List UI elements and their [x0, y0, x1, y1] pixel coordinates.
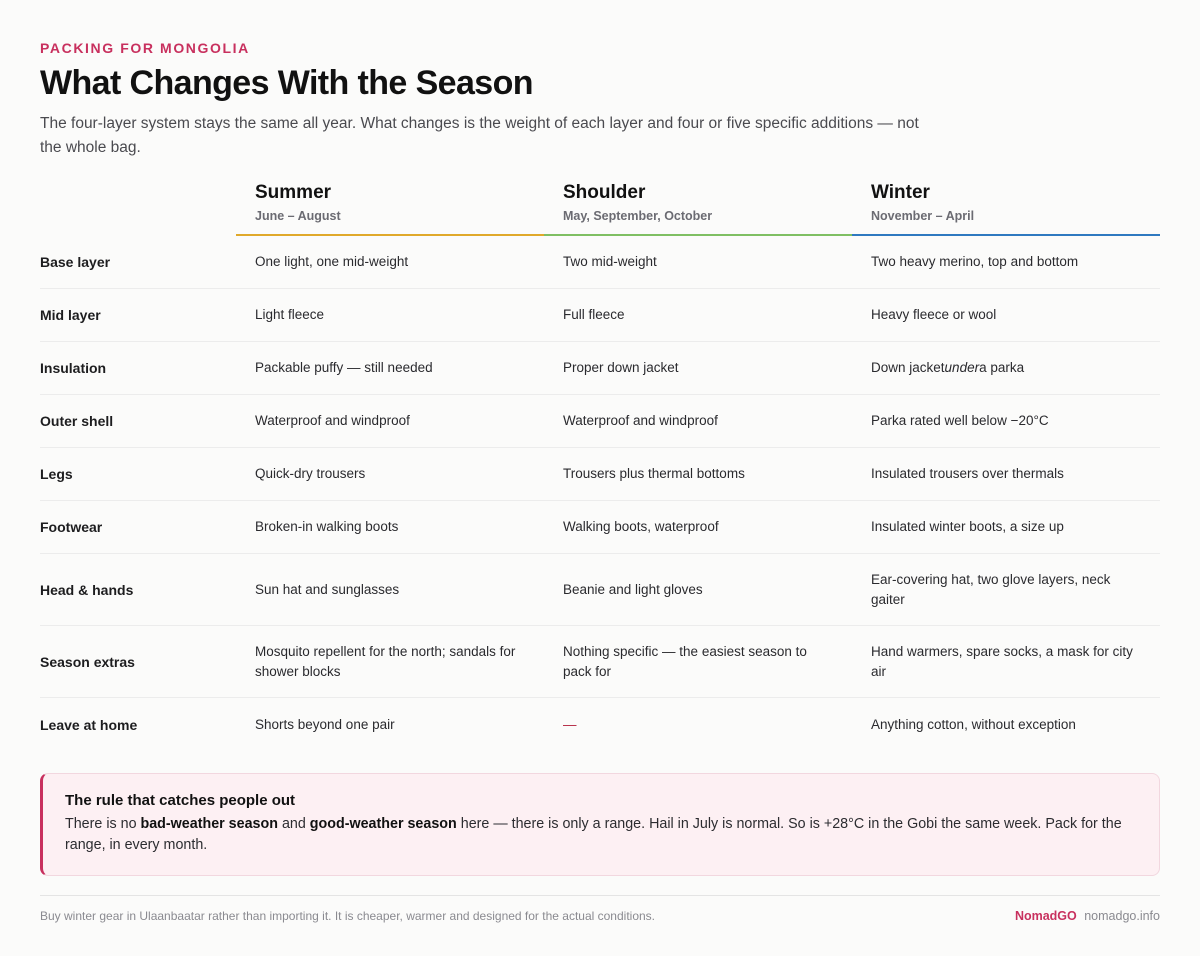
row-label: Outer shell [40, 413, 114, 429]
cell-winter: Anything cotton, without exception [871, 716, 1076, 732]
cell-summer: Packable puffy — still needed [255, 360, 433, 375]
table-row-legs: Legs Quick-dry trousers Trousers plus th… [40, 448, 1160, 501]
callout-bold-bad-weather: bad-weather season [140, 816, 278, 832]
callout-title: The rule that catches people out [65, 792, 296, 809]
table-row-head-hands: Head & hands Sun hat and sunglasses Bean… [40, 554, 1160, 626]
header-spacer [40, 176, 236, 236]
row-label: Footwear [40, 519, 103, 535]
cell-shoulder: Proper down jacket [563, 360, 679, 375]
page-title: What Changes With the Season [40, 64, 534, 102]
callout-text-part: and [277, 816, 310, 832]
cell-summer: Quick-dry trousers [255, 466, 366, 481]
cell-text: a parka [979, 360, 1025, 375]
cell-winter: Two heavy merino, top and bottom [871, 254, 1079, 269]
cell-shoulder: Nothing specific — the easiest season to… [563, 643, 807, 679]
cell-summer: Sun hat and sunglasses [255, 581, 400, 597]
cell-winter: Hand warmers, spare socks, a mask for ci… [871, 643, 1133, 679]
table-row-mid-layer: Mid layer Light fleece Full fleece Heavy… [40, 289, 1160, 342]
cell-text: Down jacket [871, 360, 945, 375]
emphasis-text: under [944, 360, 980, 375]
row-label: Base layer [40, 254, 111, 270]
brand-url: nomadgo.info [1084, 909, 1160, 923]
row-label: Head & hands [40, 581, 134, 598]
footer-brand: NomadGO nomadgo.info [1015, 909, 1160, 923]
cell-winter: Parka rated well below −20°C [871, 413, 1049, 428]
table-row-season-extras: Season extras Mosquito repellent for the… [40, 626, 1160, 698]
cell-shoulder: Beanie and light gloves [563, 581, 703, 597]
row-label: Insulation [40, 360, 107, 376]
season-comparison-table: Summer June – August Shoulder May, Septe… [40, 176, 1160, 751]
season-name: Summer [255, 182, 332, 203]
cell-summer: Broken-in walking boots [255, 519, 399, 534]
intro-paragraph: The four-layer system stays the same all… [40, 115, 919, 156]
cell-shoulder-empty-dash: — [563, 716, 577, 732]
cell-summer: Waterproof and windproof [255, 413, 410, 428]
table-row-outer-shell: Outer shell Waterproof and windproof Wat… [40, 395, 1160, 448]
season-header-winter: Winter November – April [852, 176, 1160, 236]
table-row-base-layer: Base layer One light, one mid-weight Two… [40, 236, 1160, 289]
rule-callout: The rule that catches people out There i… [40, 773, 1160, 876]
callout-bold-good-weather: good-weather season [309, 816, 457, 832]
cell-winter: Insulated winter boots, a size up [871, 519, 1064, 534]
cell-winter: Ear-covering hat, two glove layers, neck… [871, 571, 1111, 607]
cell-winter: Insulated trousers over thermals [871, 466, 1064, 481]
cell-shoulder: Two mid-weight [563, 254, 657, 269]
table-row-leave-at-home: Leave at home Shorts beyond one pair — A… [40, 698, 1160, 751]
season-header-summer: Summer June – August [236, 176, 544, 236]
row-label: Mid layer [40, 307, 101, 323]
footer-divider [40, 895, 1160, 896]
eyebrow-label: PACKING FOR MONGOLIA [40, 40, 250, 56]
row-label: Season extras [40, 653, 135, 670]
season-name: Shoulder [563, 182, 646, 203]
season-name: Winter [871, 182, 930, 203]
table-header-row: Summer June – August Shoulder May, Septe… [40, 176, 1160, 236]
cell-winter: Down jacketundera parka [852, 358, 1160, 378]
season-months: June – August [255, 209, 341, 223]
season-header-shoulder: Shoulder May, September, October [544, 176, 852, 236]
season-months: November – April [871, 209, 975, 223]
table-row-insulation: Insulation Packable puffy — still needed… [40, 342, 1160, 395]
cell-summer: Light fleece [255, 307, 325, 322]
cell-shoulder: Full fleece [563, 307, 625, 322]
row-label: Legs [40, 466, 73, 482]
brand-name: NomadGO [1014, 909, 1077, 923]
footer-note: Buy winter gear in Ulaanbaatar rather th… [40, 909, 656, 923]
callout-text: There is no bad-weather season and good-… [65, 814, 1137, 856]
cell-summer: Shorts beyond one pair [255, 716, 395, 732]
cell-summer: Mosquito repellent for the north; sandal… [255, 643, 516, 679]
row-label: Leave at home [40, 716, 138, 733]
table-row-footwear: Footwear Broken-in walking boots Walking… [40, 501, 1160, 554]
cell-shoulder: Waterproof and windproof [563, 413, 718, 428]
cell-winter: Heavy fleece or wool [871, 307, 997, 322]
callout-text-part: There is no [65, 816, 141, 832]
cell-shoulder: Trousers plus thermal bottoms [563, 466, 745, 481]
season-months: May, September, October [563, 209, 713, 223]
cell-summer: One light, one mid-weight [255, 254, 409, 269]
cell-shoulder: Walking boots, waterproof [563, 519, 719, 534]
callout-text-part: here — there is only a range. Hail in Ju… [65, 816, 1122, 853]
